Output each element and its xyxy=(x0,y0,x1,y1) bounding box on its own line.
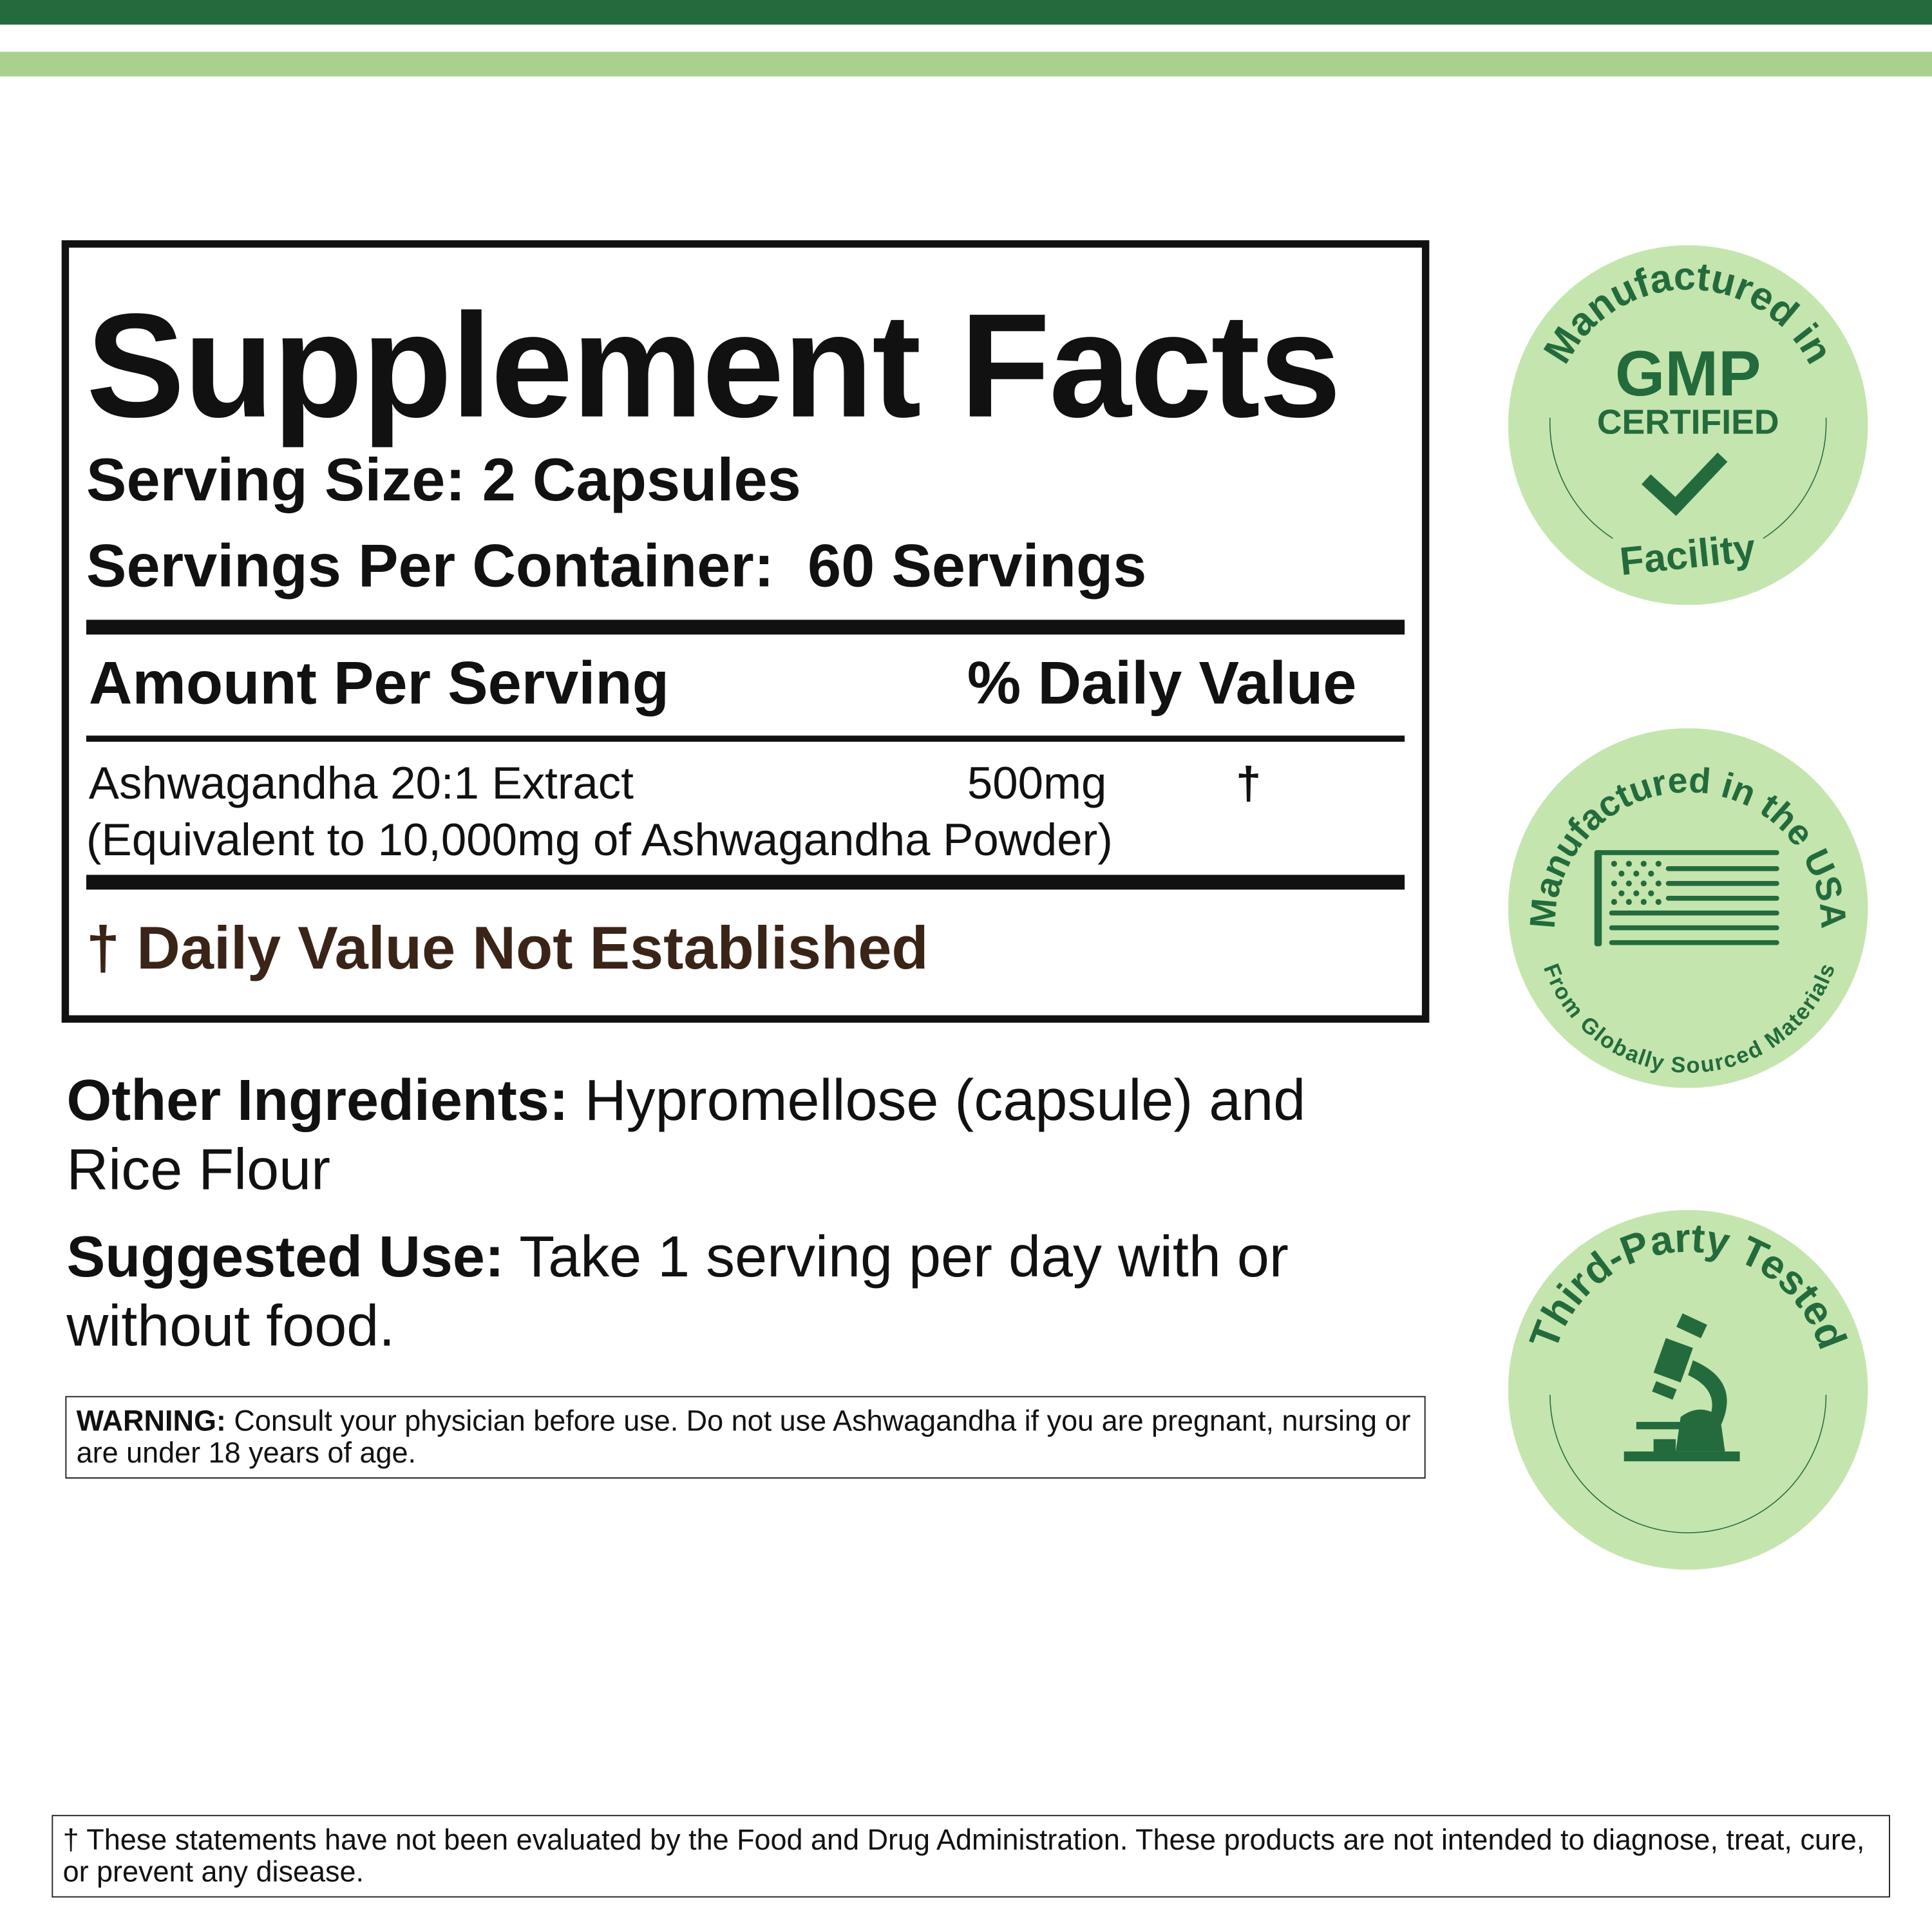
badge-background xyxy=(1508,728,1868,1088)
warning-text: Consult your physician before use. Do no… xyxy=(76,1405,1411,1469)
suggested-use-text: Take 1 serving per day with or without f… xyxy=(66,1223,1289,1358)
gmp-badge: Manufactured in GMP CERTIFIED Facility xyxy=(1508,245,1868,605)
third-party-badge: Third-Party Tested xyxy=(1508,1209,1868,1570)
suggested-use: Suggested Use: Take 1 serving per day wi… xyxy=(66,1222,1422,1360)
top-dark-stripe xyxy=(0,0,1932,25)
ingredient-daily-value: † xyxy=(1236,757,1262,809)
other-ingredients-text: Hypromellose (capsule) and Rice Flour xyxy=(66,1066,1306,1202)
badge-background xyxy=(1508,1209,1868,1570)
certified-text: CERTIFIED xyxy=(1597,403,1779,441)
thick-divider xyxy=(86,875,1405,890)
microscope-icon xyxy=(1624,1313,1740,1462)
other-ingredients-label: Other Ingredients: xyxy=(66,1066,569,1133)
fda-disclaimer: † These statements have not been evaluat… xyxy=(52,1815,1890,1898)
daily-value-footnote: † Daily Value Not Established xyxy=(86,915,929,982)
ingredient-note: (Equivalent to 10,000mg of Ashwagandha P… xyxy=(86,814,1113,866)
supplement-facts-panel xyxy=(61,240,1430,1023)
ingredient-name: Ashwagandha 20:1 Extract xyxy=(88,757,634,809)
serving-size: Serving Size: 2 Capsules xyxy=(86,447,801,514)
checkmark-icon xyxy=(1642,452,1728,516)
thin-divider xyxy=(86,735,1405,742)
top-light-stripe xyxy=(0,52,1932,77)
badge-background xyxy=(1508,245,1868,605)
daily-value-header: % Daily Value xyxy=(967,650,1357,717)
thick-divider xyxy=(86,620,1405,635)
servings-per-container: Servings Per Container: 60 Servings xyxy=(86,533,1147,600)
us-flag-icon xyxy=(1594,850,1779,947)
warning-label: WARNING: xyxy=(76,1405,226,1437)
ingredient-amount: 500mg xyxy=(967,757,1107,809)
other-ingredients: Other Ingredients: Hypromellose (capsule… xyxy=(66,1066,1422,1204)
usa-badge: Manufactured in the USA From Globally So… xyxy=(1508,728,1868,1088)
gmp-text: GMP xyxy=(1615,338,1761,410)
warning-box: WARNING: Consult your physician before u… xyxy=(65,1396,1426,1479)
facts-title: Supplement Facts xyxy=(86,283,1341,449)
amount-per-serving-header: Amount Per Serving xyxy=(88,650,669,717)
suggested-use-label: Suggested Use: xyxy=(66,1223,504,1289)
